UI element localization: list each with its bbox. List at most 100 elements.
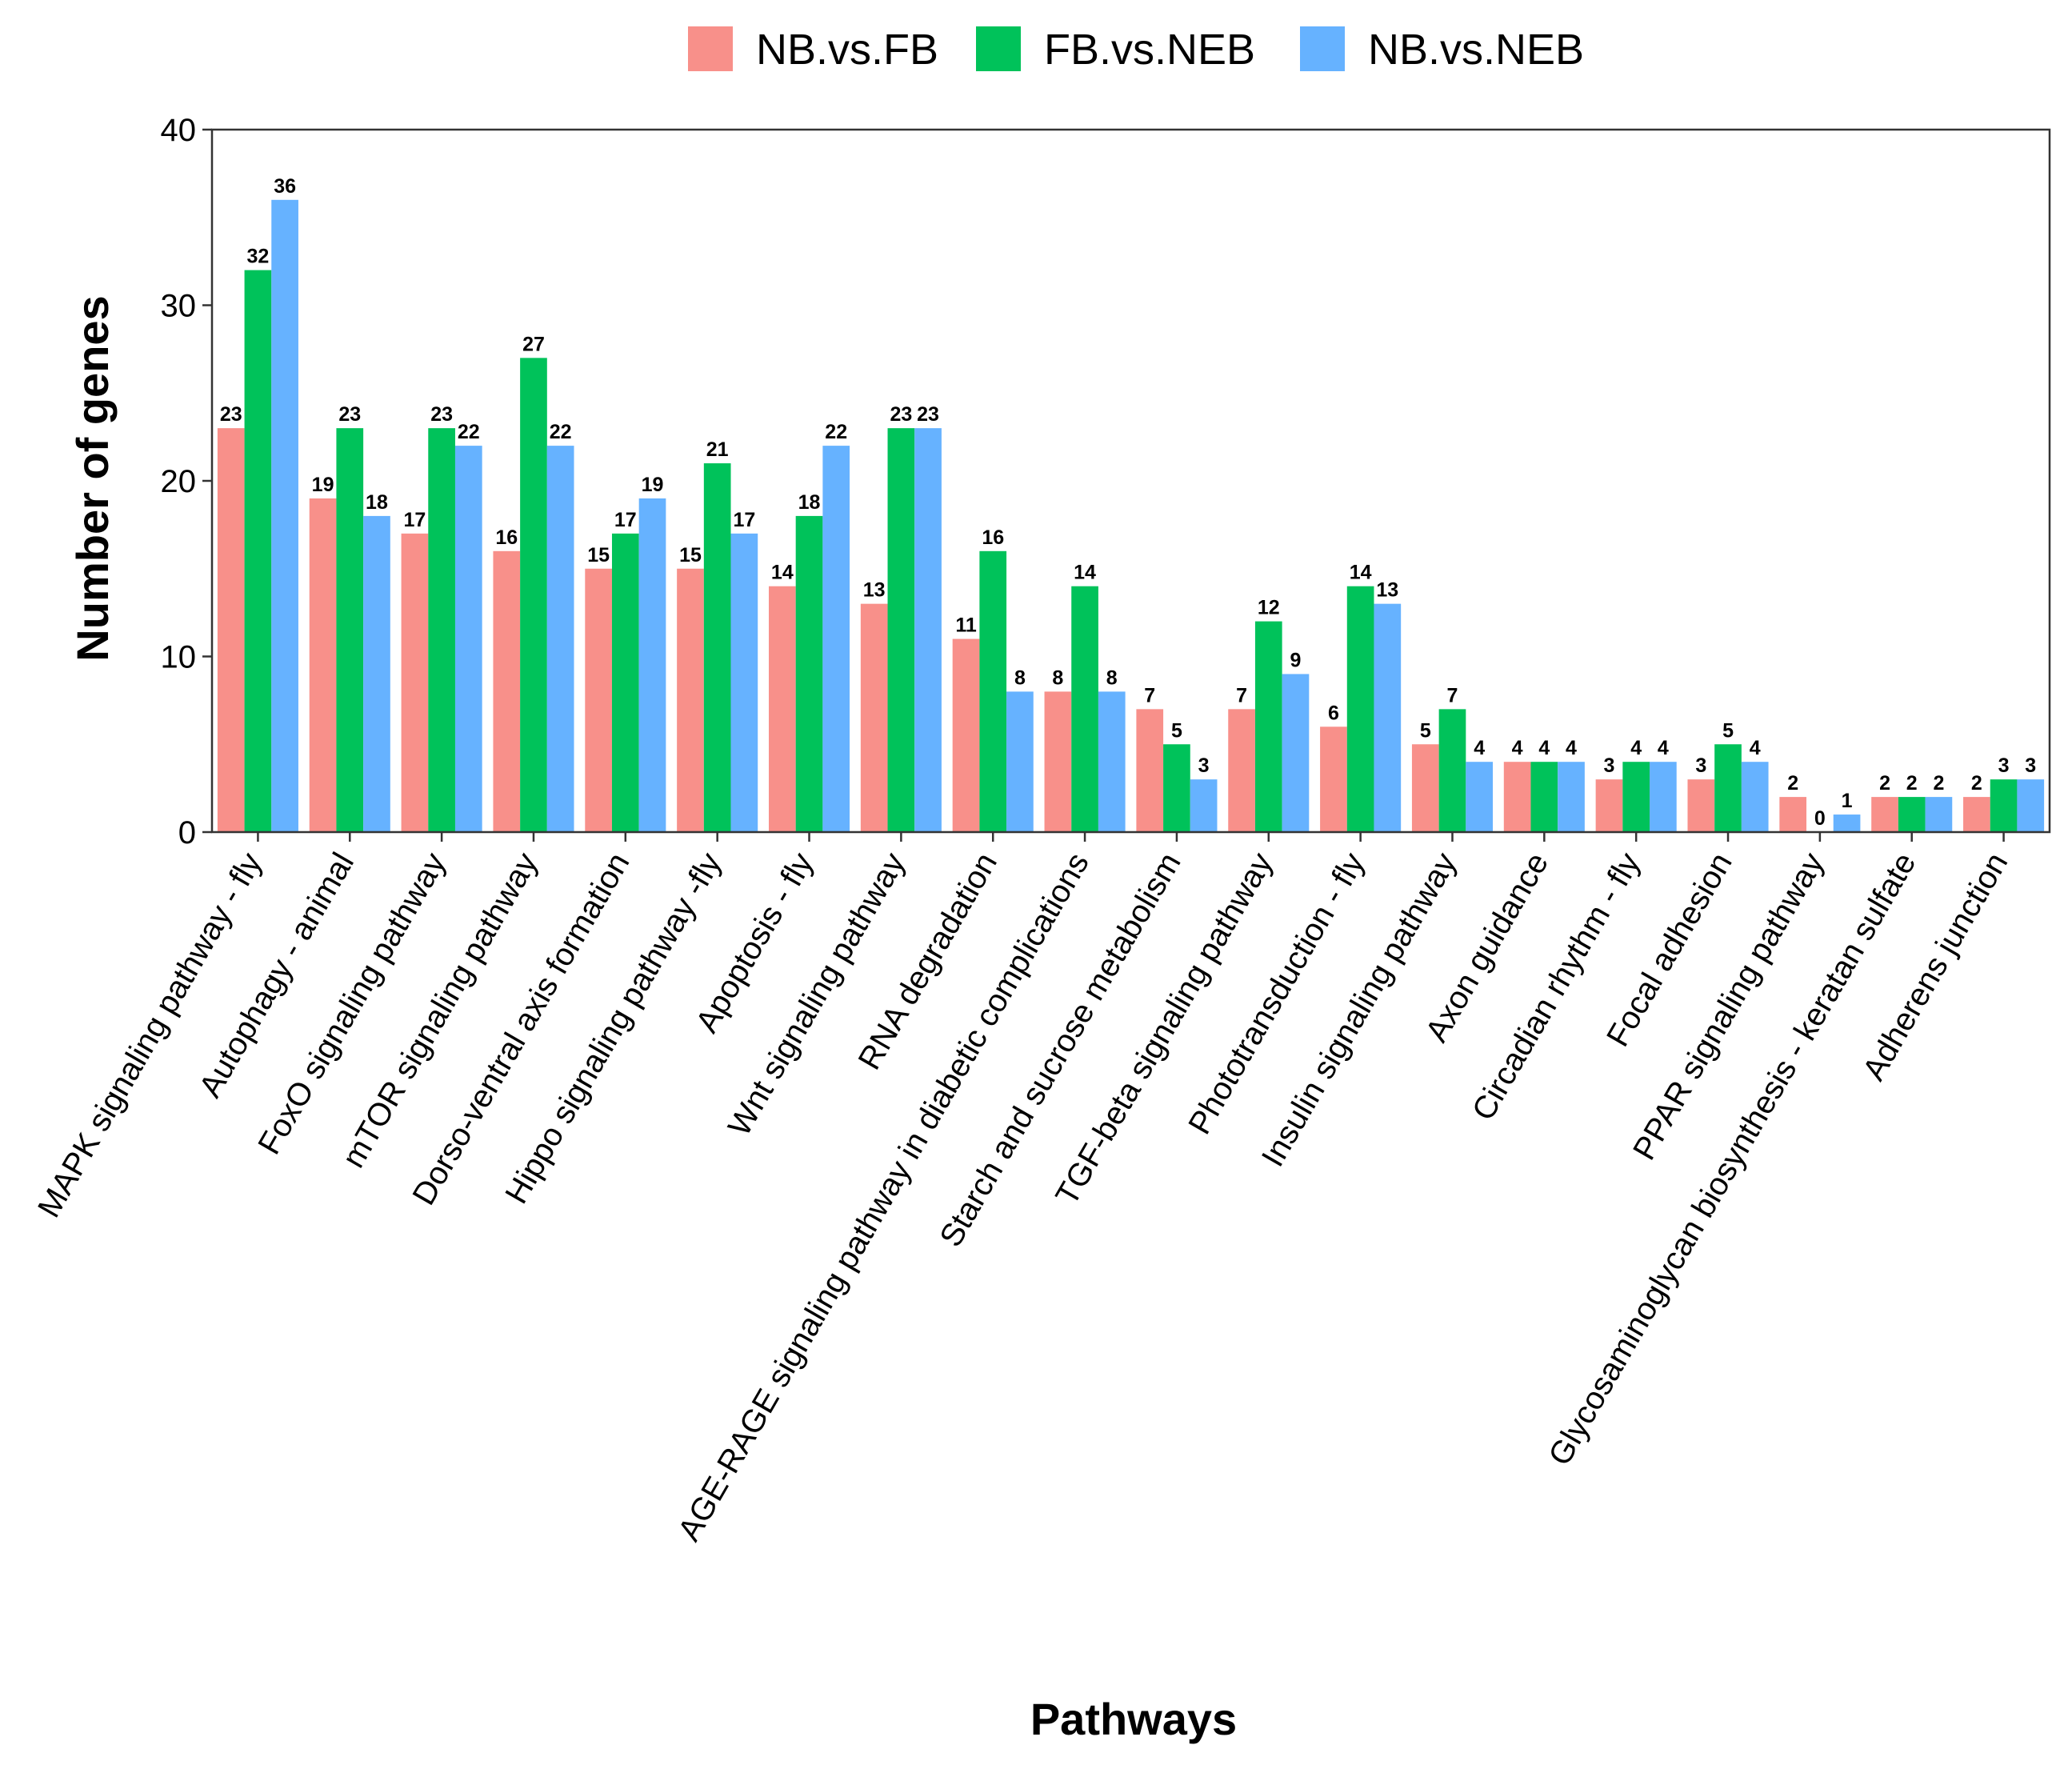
legend-swatch-nb-vs-fb	[688, 26, 733, 71]
y-tick-label: 10	[161, 640, 197, 675]
legend-swatch-fb-vs-neb	[976, 26, 1021, 71]
bar	[520, 358, 547, 833]
data-label: 23	[917, 403, 939, 426]
bar	[428, 428, 455, 832]
data-label: 4	[1512, 737, 1523, 759]
data-label: 16	[495, 526, 518, 549]
bar	[1871, 797, 1898, 832]
bar	[1925, 797, 1953, 832]
bar	[1650, 762, 1677, 832]
bar	[2017, 779, 2045, 832]
bar	[1714, 744, 1742, 832]
legend-label-fb-vs-neb: FB.vs.NEB	[1044, 26, 1255, 74]
bar	[401, 533, 429, 832]
data-label: 11	[955, 614, 977, 637]
data-label: 4	[1630, 737, 1642, 759]
data-label: 2	[1933, 772, 1944, 794]
bar	[1438, 709, 1466, 832]
data-label: 15	[587, 544, 610, 566]
bar	[1411, 744, 1439, 832]
data-label: 4	[1474, 737, 1485, 759]
y-axis-title: Number of genes	[67, 295, 118, 661]
bar	[979, 550, 1007, 832]
data-label: 3	[1198, 754, 1210, 777]
bar	[1071, 586, 1098, 832]
data-label: 3	[2025, 754, 2036, 777]
data-label: 17	[614, 509, 637, 531]
bar	[1254, 621, 1282, 832]
data-label: 2	[1971, 772, 1982, 794]
x-axis-title: Pathways	[1030, 1694, 1237, 1744]
bar	[1558, 762, 1585, 832]
data-label: 6	[1328, 702, 1339, 724]
data-label: 22	[458, 421, 480, 443]
bar	[677, 568, 704, 832]
data-label: 21	[706, 438, 729, 461]
data-label: 19	[312, 474, 334, 496]
bar	[768, 586, 796, 832]
data-label: 13	[863, 579, 886, 602]
y-tick-label: 0	[178, 815, 196, 850]
data-label: 14	[1074, 562, 1096, 584]
bar	[309, 498, 337, 832]
bar	[1687, 779, 1715, 832]
data-label: 4	[1566, 737, 1577, 759]
bar	[1044, 691, 1072, 832]
bar	[217, 428, 245, 832]
data-label: 8	[1052, 666, 1063, 689]
bar	[952, 638, 980, 832]
data-label: 15	[679, 544, 702, 566]
bar	[1530, 762, 1558, 832]
legend: NB.vs.FB FB.vs.NEB NB.vs.NEB	[688, 26, 1584, 74]
bar	[887, 428, 915, 832]
bar	[1320, 726, 1347, 832]
bar	[1990, 779, 2018, 832]
data-label: 7	[1144, 684, 1155, 706]
data-label: 1	[1842, 790, 1853, 812]
bar	[1622, 762, 1650, 832]
data-label: 4	[1538, 737, 1550, 759]
bar	[1466, 762, 1494, 832]
bar	[1963, 797, 1990, 832]
data-label: 18	[366, 491, 388, 514]
legend-label-nb-vs-neb: NB.vs.NEB	[1368, 26, 1584, 74]
data-label: 18	[798, 491, 821, 514]
bar	[1006, 691, 1034, 832]
bar	[244, 270, 272, 833]
data-label: 32	[247, 246, 270, 268]
bar	[271, 199, 298, 833]
bar	[1282, 674, 1310, 832]
data-label: 4	[1658, 737, 1669, 759]
bar	[1098, 691, 1126, 832]
y-tick-label: 20	[161, 464, 197, 499]
bar	[914, 428, 942, 832]
data-label: 5	[1171, 719, 1182, 742]
data-label: 23	[338, 403, 361, 426]
bar	[363, 515, 390, 832]
bar	[546, 446, 574, 832]
bar	[585, 568, 612, 832]
data-label: 7	[1236, 684, 1247, 706]
legend-swatch-nb-vs-neb	[1300, 26, 1345, 71]
data-label: 16	[982, 526, 1004, 549]
bar	[1346, 586, 1374, 832]
bar	[795, 515, 823, 832]
y-tick-label: 30	[161, 289, 197, 324]
data-label: 7	[1447, 684, 1458, 706]
data-label: 2	[1787, 772, 1798, 794]
data-label: 3	[1998, 754, 2010, 777]
bar	[860, 603, 888, 832]
bar	[730, 533, 758, 832]
bar	[1503, 762, 1531, 832]
data-label: 23	[890, 403, 912, 426]
bar	[493, 550, 521, 832]
bar	[703, 463, 731, 832]
data-label: 9	[1290, 649, 1302, 671]
data-label: 17	[733, 509, 755, 531]
data-label: 12	[1258, 597, 1280, 619]
data-label: 5	[1420, 719, 1431, 742]
data-label: 4	[1750, 737, 1761, 759]
data-label: 22	[550, 421, 572, 443]
